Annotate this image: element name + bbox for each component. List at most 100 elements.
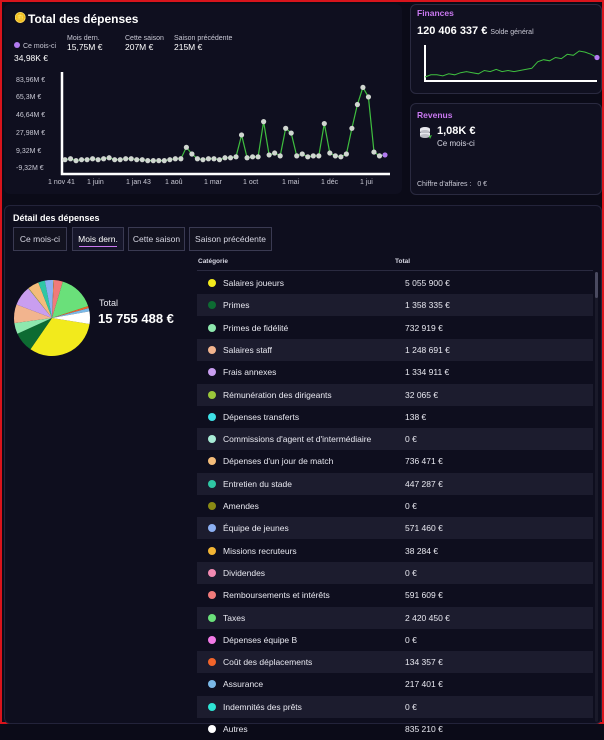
data-point[interactable]	[200, 157, 206, 163]
data-point[interactable]	[139, 157, 145, 163]
pie-slice[interactable]	[28, 288, 52, 318]
data-point[interactable]	[354, 101, 361, 108]
tab-last-month[interactable]: Mois dern.	[72, 227, 124, 251]
data-point[interactable]	[183, 144, 189, 150]
pie-slice[interactable]	[52, 281, 89, 318]
data-point[interactable]	[272, 150, 278, 156]
data-point[interactable]	[156, 158, 162, 164]
table-row[interactable]: Commissions d'agent et d'intermédiaire 0 …	[197, 428, 593, 451]
data-point[interactable]	[78, 157, 85, 163]
table-row[interactable]: Salaires staff 1 248 691 €	[197, 338, 593, 361]
data-point[interactable]	[277, 153, 283, 159]
table-scrollbar[interactable]	[595, 272, 598, 722]
data-point[interactable]	[123, 156, 129, 162]
data-point[interactable]	[321, 120, 327, 127]
data-point[interactable]	[343, 151, 349, 157]
data-point[interactable]	[288, 130, 294, 136]
pie-slice[interactable]	[52, 306, 89, 318]
data-point[interactable]	[128, 156, 134, 162]
pie-slice[interactable]	[14, 318, 52, 334]
pie-slice[interactable]	[28, 282, 52, 318]
data-point[interactable]	[62, 157, 68, 163]
pie-slice[interactable]	[52, 311, 90, 324]
table-row[interactable]: Missions recruteurs 38 284 €	[197, 540, 593, 562]
table-row[interactable]: Amendes 0 €	[197, 495, 593, 517]
data-point[interactable]	[216, 157, 223, 163]
table-row[interactable]: Dividendes 0 €	[197, 561, 593, 584]
data-point[interactable]	[305, 154, 311, 160]
data-point[interactable]	[106, 155, 112, 161]
data-point[interactable]	[117, 157, 123, 163]
pie-slice[interactable]	[52, 280, 55, 318]
data-point[interactable]	[365, 94, 372, 100]
tab-this-season[interactable]: Cette saison	[128, 227, 185, 251]
expenses-line-chart[interactable]	[4, 4, 402, 194]
data-point[interactable]	[227, 155, 234, 161]
data-point[interactable]	[382, 152, 388, 158]
table-row[interactable]: Assurance 217 401 €	[197, 673, 593, 695]
finances-card[interactable]: Finances 120 406 337 € Solde général	[410, 4, 602, 94]
data-point[interactable]	[67, 156, 74, 162]
data-point[interactable]	[233, 154, 239, 160]
table-row[interactable]: Rémunération des dirigeants 32 065 €	[197, 383, 593, 406]
scrollbar-thumb[interactable]	[595, 272, 598, 298]
data-point[interactable]	[255, 154, 261, 160]
pie-slice[interactable]	[17, 318, 52, 350]
table-row[interactable]: Remboursements et intérêts 591 609 €	[197, 584, 593, 606]
table-row[interactable]: Équipe de jeunes 571 460 €	[197, 517, 593, 540]
table-row[interactable]: Taxes 2 420 450 €	[197, 606, 593, 629]
data-point[interactable]	[95, 157, 101, 163]
table-row[interactable]: Dépenses transferts 138 €	[197, 406, 593, 428]
data-point[interactable]	[349, 125, 355, 131]
data-point[interactable]	[316, 153, 322, 159]
table-row[interactable]: Salaires joueurs 5 055 900 €	[197, 272, 593, 294]
data-point[interactable]	[194, 156, 201, 162]
data-point[interactable]	[299, 151, 305, 157]
data-point[interactable]	[310, 153, 316, 159]
data-point[interactable]	[73, 158, 79, 164]
data-point[interactable]	[178, 156, 184, 162]
data-point[interactable]	[360, 84, 366, 91]
revenue-card[interactable]: Revenus 1,08K € Ce mois-ci Chiffre d'aff…	[410, 103, 602, 195]
data-point[interactable]	[244, 155, 250, 161]
data-point[interactable]	[332, 153, 338, 159]
pie-slice[interactable]	[38, 280, 52, 318]
table-row[interactable]: Dépenses équipe B 0 €	[197, 629, 593, 651]
data-point[interactable]	[371, 149, 377, 155]
table-row[interactable]: Coût des déplacements 134 357 €	[197, 651, 593, 674]
pie-slice[interactable]	[44, 280, 54, 318]
data-point[interactable]	[145, 158, 151, 164]
table-row[interactable]: Dépenses d'un jour de match 736 471 €	[197, 450, 593, 472]
data-point[interactable]	[327, 150, 333, 156]
data-point[interactable]	[294, 153, 300, 159]
tab-this-month[interactable]: Ce mois-ci	[13, 227, 67, 251]
table-row[interactable]: Primes 1 358 335 €	[197, 294, 593, 317]
data-point[interactable]	[150, 158, 156, 164]
data-point[interactable]	[376, 153, 383, 159]
pie-slice[interactable]	[30, 318, 90, 357]
data-point[interactable]	[266, 152, 272, 158]
data-point[interactable]	[101, 156, 107, 162]
data-point[interactable]	[189, 151, 195, 157]
data-point[interactable]	[261, 119, 267, 125]
data-point[interactable]	[134, 157, 140, 163]
data-point[interactable]	[283, 125, 289, 131]
expenses-pie-chart[interactable]	[13, 279, 91, 357]
table-row[interactable]: Frais annexes 1 334 911 €	[197, 361, 593, 383]
pie-slice[interactable]	[16, 288, 53, 318]
data-point[interactable]	[338, 154, 344, 160]
data-point[interactable]	[205, 156, 212, 162]
data-point[interactable]	[222, 155, 228, 161]
data-point[interactable]	[249, 154, 256, 160]
table-row[interactable]: Entretien du stade 447 287 €	[197, 472, 593, 495]
data-point[interactable]	[161, 158, 167, 164]
data-point[interactable]	[167, 157, 173, 163]
tab-previous-season[interactable]: Saison précédente	[189, 227, 272, 251]
pie-slice[interactable]	[13, 304, 52, 324]
table-row[interactable]: Indemnités des prêts 0 €	[197, 695, 593, 718]
table-row[interactable]: Autres 835 210 €	[197, 718, 593, 740]
data-point[interactable]	[211, 156, 217, 162]
table-row[interactable]: Primes de fidélité 732 919 €	[197, 317, 593, 339]
data-point[interactable]	[84, 157, 90, 163]
data-point[interactable]	[89, 156, 96, 162]
